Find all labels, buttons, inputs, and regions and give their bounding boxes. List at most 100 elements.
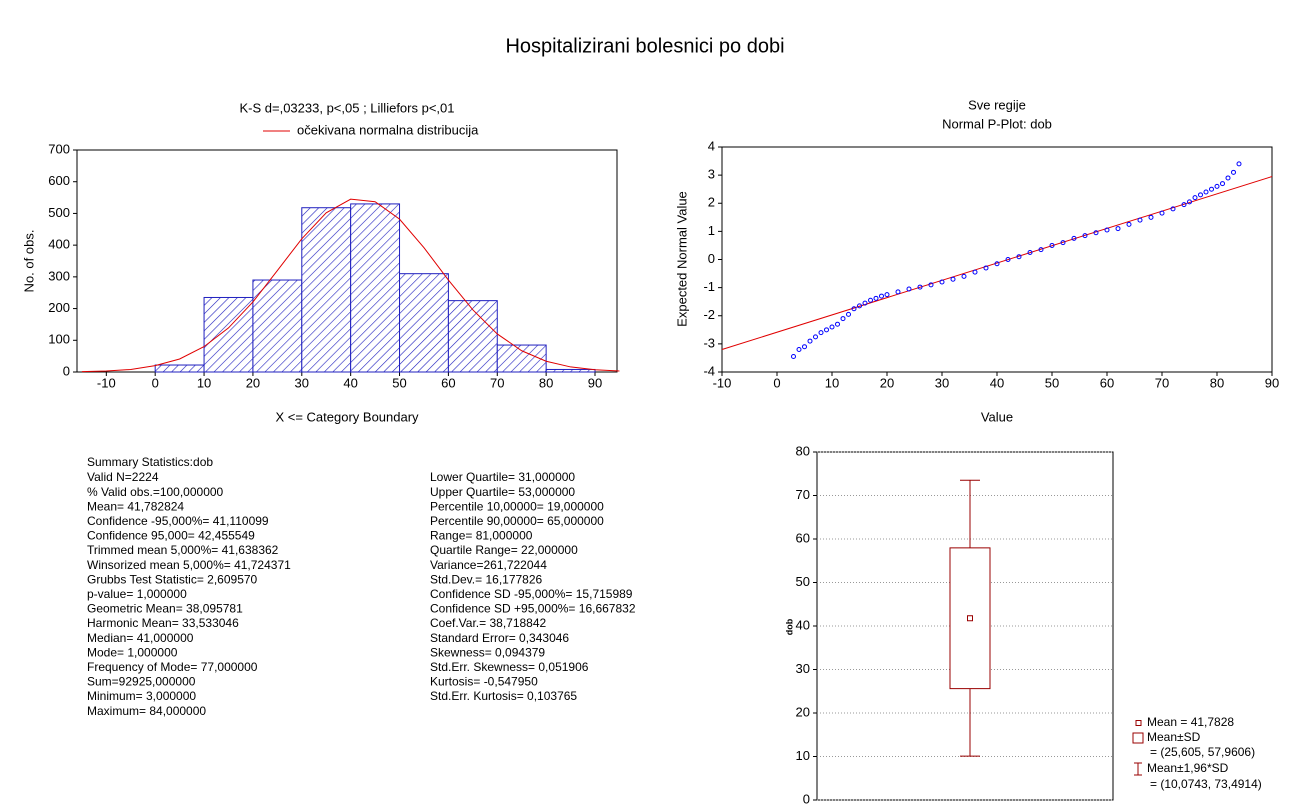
point xyxy=(1203,189,1209,195)
summary-line: Confidence -95,000%= 41,110099 xyxy=(87,514,269,528)
bar xyxy=(545,368,596,373)
x-tick-label: 10 xyxy=(825,375,839,390)
point xyxy=(818,330,824,336)
point xyxy=(1016,254,1022,260)
point xyxy=(939,279,945,285)
summary-line: Mode= 1,000000 xyxy=(87,645,178,659)
y-tick-label: 60 xyxy=(796,530,810,545)
legend-swatch xyxy=(1135,720,1142,726)
summary-line: Percentile 90,00000= 65,000000 xyxy=(430,514,604,528)
point xyxy=(1181,202,1187,208)
point xyxy=(928,282,934,288)
chart-subtitle: Normal P-Plot: dob xyxy=(942,116,1052,131)
point xyxy=(846,311,851,317)
legend-swatch xyxy=(1134,762,1142,776)
summary-line: Skewness= 0,094379 xyxy=(430,645,545,659)
x-axis-label: X <= Category Boundary xyxy=(275,409,419,424)
summary-line: Winsorized mean 5,000%= 41,724371 xyxy=(87,558,291,572)
legend-label: = (25,605, 57,9606) xyxy=(1150,745,1255,759)
point xyxy=(1170,206,1176,212)
main-title: Hospitalizirani bolesnici po dobi xyxy=(505,35,784,57)
point xyxy=(1093,230,1099,236)
point xyxy=(1236,161,1242,167)
bar xyxy=(350,203,401,373)
y-tick-label: 200 xyxy=(48,300,70,315)
y-tick-label: 300 xyxy=(48,268,70,283)
mean-marker xyxy=(967,615,973,622)
bar xyxy=(447,300,498,373)
x-tick-label: 90 xyxy=(1265,375,1279,390)
x-tick-label: 40 xyxy=(343,375,357,390)
point xyxy=(994,261,1000,267)
x-tick-label: 50 xyxy=(1045,375,1059,390)
summary-line: % Valid obs.=100,000000 xyxy=(87,485,224,499)
x-tick-label: 80 xyxy=(539,375,553,390)
summary-line: Minimum= 3,000000 xyxy=(87,689,196,703)
point xyxy=(895,289,901,295)
y-tick-label: 0 xyxy=(63,363,70,378)
x-tick-label: 40 xyxy=(990,375,1004,390)
point xyxy=(813,334,818,340)
legend-swatch xyxy=(1132,732,1144,744)
bar xyxy=(252,279,303,373)
point xyxy=(1209,186,1214,192)
point xyxy=(1192,195,1198,201)
point xyxy=(851,306,857,312)
point xyxy=(1126,221,1132,227)
point xyxy=(879,293,884,299)
summary-line: Harmonic Mean= 33,533046 xyxy=(87,616,239,630)
summary-line: Upper Quartile= 53,000000 xyxy=(430,485,575,499)
summary-line: Variance=261,722044 xyxy=(430,558,547,572)
reference-line xyxy=(721,176,1273,350)
summary-line: Geometric Mean= 38,095781 xyxy=(87,602,243,616)
point xyxy=(1027,249,1033,255)
point xyxy=(802,344,807,350)
summary-line: Trimmed mean 5,000%= 41,638362 xyxy=(87,543,279,557)
point xyxy=(1198,192,1203,198)
point xyxy=(1049,242,1055,248)
point xyxy=(796,347,802,352)
y-tick-label: -1 xyxy=(703,279,715,294)
point xyxy=(1187,199,1192,205)
point xyxy=(1082,233,1088,239)
summary-line: Valid N=2224 xyxy=(87,470,159,484)
summary-line: p-value= 1,000000 xyxy=(87,587,187,601)
summary-line: Quartile Range= 22,000000 xyxy=(430,543,578,557)
x-tick-label: 20 xyxy=(880,375,894,390)
point xyxy=(1231,169,1236,175)
summary-title: Summary Statistics:dob xyxy=(87,455,213,469)
summary-line: Median= 41,000000 xyxy=(87,631,194,645)
y-axis-label: No. of obs. xyxy=(21,230,36,293)
summary-line: Frequency of Mode= 77,000000 xyxy=(87,660,258,674)
y-axis-label: Expected Normal Value xyxy=(674,191,689,327)
point xyxy=(829,324,835,330)
x-tick-label: -10 xyxy=(713,375,732,390)
summary-line: Lower Quartile= 31,000000 xyxy=(430,470,575,484)
x-tick-label: 70 xyxy=(1155,375,1169,390)
summary-line: Kurtosis= -0,547950 xyxy=(430,675,538,689)
point xyxy=(1060,240,1066,246)
y-tick-label: -4 xyxy=(703,363,715,378)
y-tick-label: 30 xyxy=(796,661,810,676)
legend-label: Mean±1,96*SD xyxy=(1147,761,1229,775)
y-tick-label: 20 xyxy=(796,704,810,719)
point xyxy=(1005,257,1011,262)
x-tick-label: 0 xyxy=(773,375,780,390)
x-tick-label: 30 xyxy=(935,375,949,390)
y-tick-label: 400 xyxy=(48,237,70,252)
point xyxy=(862,300,868,306)
y-tick-label: 10 xyxy=(796,748,810,763)
summary-line: Standard Error= 0,343046 xyxy=(430,631,569,645)
bar xyxy=(154,364,205,373)
y-tick-label: 100 xyxy=(48,332,70,347)
point xyxy=(791,354,796,360)
bar xyxy=(301,207,352,373)
y-tick-label: 40 xyxy=(796,617,810,632)
y-tick-label: 0 xyxy=(803,791,810,805)
chart-title: K-S d=,03233, p<,05 ; Lilliefors p<,01 xyxy=(239,100,454,115)
summary-line: Mean= 41,782824 xyxy=(87,499,184,513)
x-tick-label: 60 xyxy=(441,375,455,390)
x-tick-label: 50 xyxy=(392,375,406,390)
y-tick-label: 600 xyxy=(48,173,70,188)
point xyxy=(824,327,829,333)
